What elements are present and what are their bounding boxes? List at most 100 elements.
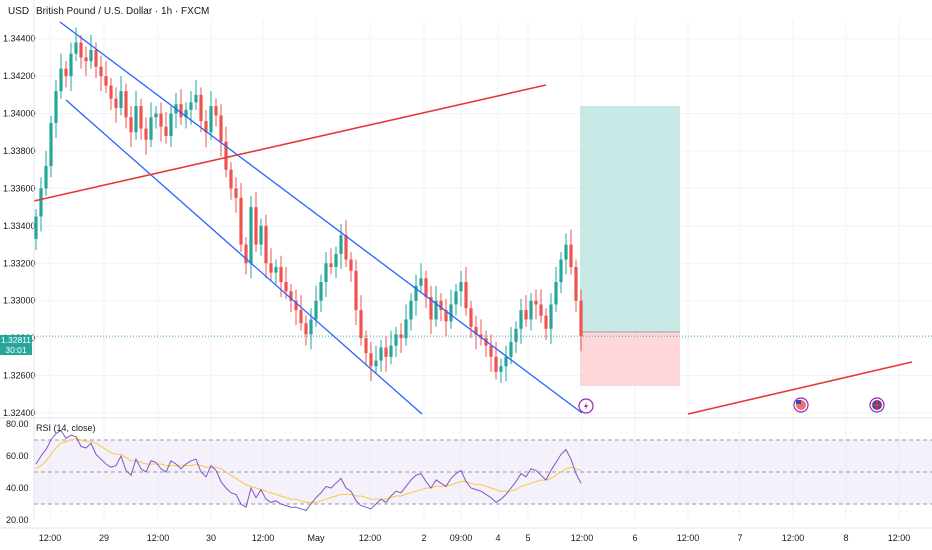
- candle-body: [439, 300, 443, 311]
- candle-body: [459, 282, 463, 292]
- candle-body: [259, 225, 263, 245]
- price-tick-label: 1.33800: [3, 146, 36, 156]
- candle-body: [464, 282, 468, 309]
- candle-body: [514, 328, 518, 342]
- time-tick-label: 12:00: [782, 533, 805, 543]
- rsi-tick-label: 60.00: [6, 451, 29, 461]
- time-tick-label: 29: [99, 533, 109, 543]
- candle-body: [184, 109, 188, 118]
- candle-body: [339, 235, 343, 254]
- trendline-drawings[interactable]: [33, 21, 913, 415]
- candle-body: [129, 117, 133, 133]
- currency-label: USD: [8, 6, 30, 17]
- candle-body: [429, 296, 433, 320]
- last-price-tag: 1.32811 30:01: [0, 335, 32, 355]
- trendline-upper: [33, 84, 547, 202]
- candle-body: [189, 102, 193, 110]
- rsi-pane: [34, 429, 932, 511]
- candle-body: [134, 106, 138, 133]
- candle-body: [149, 117, 153, 140]
- candle-body: [234, 188, 238, 198]
- price-tick-label: 1.32600: [3, 371, 36, 381]
- candle-body: [84, 57, 88, 62]
- candle-body: [569, 244, 573, 268]
- price-tick-label: 1.33000: [3, 296, 36, 306]
- event-icons[interactable]: [578, 397, 885, 414]
- position-zones: [34, 106, 932, 386]
- candle-body: [54, 91, 58, 123]
- time-tick-label: 5: [525, 533, 530, 543]
- candle-body: [299, 310, 303, 324]
- candle-body: [414, 285, 418, 301]
- price-tick-label: 1.34400: [3, 34, 36, 44]
- candle-body: [364, 338, 368, 354]
- grid-lines: [0, 20, 932, 520]
- price-tick-label: 1.33200: [3, 258, 36, 268]
- profit-zone: [580, 106, 680, 332]
- candle-body: [564, 244, 568, 260]
- candle-body: [329, 263, 333, 268]
- candle-body: [139, 106, 143, 129]
- rsi-label[interactable]: RSI (14, close): [36, 423, 96, 433]
- candle-body: [444, 310, 448, 322]
- candle-body: [209, 106, 213, 133]
- candle-body: [554, 282, 558, 305]
- candle-body: [579, 300, 583, 337]
- candle-body: [424, 278, 428, 297]
- candle-body: [519, 310, 523, 329]
- candle-body: [474, 326, 478, 335]
- candle-body: [124, 91, 128, 118]
- candle-body: [574, 267, 578, 301]
- price-tick-label: 1.33400: [3, 221, 36, 231]
- candle-body: [454, 291, 458, 305]
- candle-body: [509, 341, 513, 357]
- candle-body: [154, 113, 158, 118]
- candle-body: [534, 300, 538, 305]
- candle-body: [404, 319, 408, 339]
- time-tick-label: 12:00: [147, 533, 170, 543]
- trendline-lower: [687, 361, 913, 415]
- candle-body: [419, 278, 423, 286]
- candle-body: [379, 347, 383, 361]
- price-tick-label: 1.32400: [3, 408, 36, 418]
- price-axis[interactable]: 1.34400 1.34200 1.34000 1.33800 1.33600 1.334…: [3, 0, 36, 525]
- candle-body: [539, 304, 543, 316]
- candle-body: [294, 300, 298, 311]
- candle-body: [319, 282, 323, 301]
- time-tick-label: 4: [495, 533, 500, 543]
- candle-body: [499, 366, 503, 372]
- candle-body: [274, 267, 278, 273]
- symbol-title[interactable]: British Pound / U.S. Dollar · 1h · FXCM: [36, 6, 210, 17]
- candle-body: [244, 244, 248, 264]
- candle-body: [394, 334, 398, 346]
- candle-body: [344, 235, 348, 260]
- candle-body: [114, 98, 118, 108]
- candle-body: [324, 263, 328, 282]
- candle-body: [214, 106, 218, 116]
- candle-body: [104, 76, 108, 86]
- candle-body: [39, 188, 43, 217]
- candle-body: [449, 304, 453, 322]
- time-tick-label: 6: [632, 533, 637, 543]
- candle-body: [389, 345, 393, 357]
- candle-body: [504, 356, 508, 367]
- price-tick-label: 1.34200: [3, 71, 36, 81]
- candle-body: [239, 197, 243, 245]
- candle-body: [349, 259, 353, 271]
- time-tick-label: 7: [737, 533, 742, 543]
- time-axis[interactable]: 12:00 29 12:00 30 12:00 May 12:00 2 09:00 4 5 12:00…: [0, 527, 932, 543]
- candle-body: [119, 91, 123, 108]
- us-flag-icon: [793, 397, 809, 413]
- candle-body: [34, 216, 38, 239]
- candle-body: [89, 49, 93, 62]
- bar-countdown: 30:01: [5, 345, 27, 355]
- us-flag-canton: [796, 400, 801, 404]
- candle-body: [434, 300, 438, 320]
- candle-body: [59, 68, 63, 92]
- candle-body: [179, 104, 183, 118]
- candle-body: [229, 169, 233, 189]
- candle-body: [169, 113, 173, 137]
- candle-body: [524, 310, 528, 320]
- candle-body: [249, 207, 253, 264]
